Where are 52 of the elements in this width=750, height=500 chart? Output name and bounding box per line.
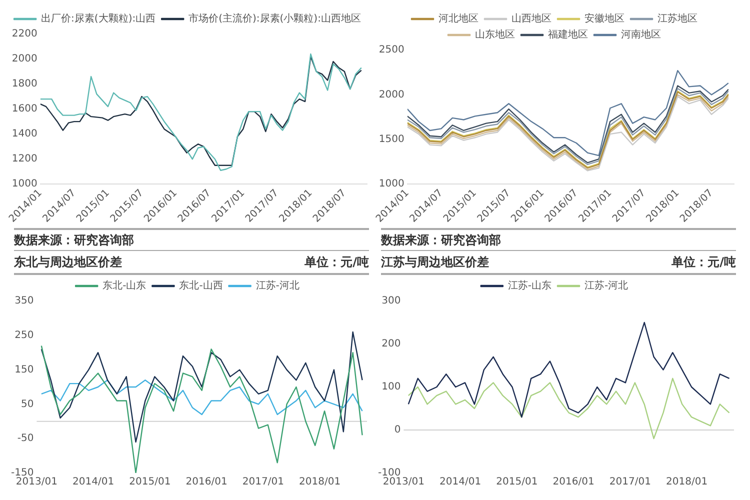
source-note: 数据来源：研究咨询部 xyxy=(14,228,369,250)
y-tick-label: 350 xyxy=(14,296,34,307)
y-tick-label: 50 xyxy=(20,398,34,410)
y-tick-label: 200 xyxy=(382,338,401,350)
x-tick-label: 2013/01 xyxy=(382,476,424,488)
chart-title: 江苏与周边地区价差 xyxy=(381,254,489,270)
x-tick-label: 2013/01 xyxy=(16,476,58,488)
y-tick-label: 100 xyxy=(382,382,401,393)
x-tick-label: 2016/01 xyxy=(552,476,594,488)
legend-label: 安徽地区 xyxy=(584,12,624,25)
x-tick-label: 2017/01 xyxy=(242,476,284,488)
y-tick-label: 1200 xyxy=(12,154,38,165)
x-tick-label: 2018/01 xyxy=(299,476,341,488)
chart-subtitle: 单位：元/吨 xyxy=(304,254,369,270)
legend-label: 出厂价:尿素(大颗粒):山西 xyxy=(41,12,156,25)
legend-label: 江苏-河北 xyxy=(584,280,628,292)
y-tick-label: 2500 xyxy=(378,44,404,56)
legend-label: 江苏-山东 xyxy=(508,280,552,292)
x-tick-label: 2018/01 xyxy=(666,476,708,488)
legend-label: 山东地区 xyxy=(475,28,515,41)
legend-label: 山西地区 xyxy=(512,12,552,25)
y-tick-label: 1000 xyxy=(378,178,404,190)
y-tick-label: 1800 xyxy=(12,78,38,90)
x-tick-label: 2015/01 xyxy=(129,476,171,488)
x-tick-label: 2016/01 xyxy=(186,476,228,488)
y-tick-label: 150 xyxy=(14,364,34,376)
legend-label: 江苏-河北 xyxy=(256,280,300,292)
source-note: 数据来源：研究咨询部 xyxy=(381,228,736,250)
y-tick-label: 1600 xyxy=(12,104,38,115)
y-tick-label: 300 xyxy=(382,296,401,307)
y-tick-label: 2000 xyxy=(12,54,38,65)
y-tick-label: 2000 xyxy=(378,89,404,100)
y-tick-label: 0 xyxy=(394,424,401,436)
legend-label: 河南地区 xyxy=(621,28,661,41)
legend-label: 福建地区 xyxy=(548,28,588,41)
x-tick-label: 2017/01 xyxy=(609,476,651,488)
y-tick-label: 1500 xyxy=(378,134,404,146)
legend-label: 江苏地区 xyxy=(658,12,698,25)
legend-label: 河北地区 xyxy=(438,12,478,25)
y-tick-label: 1400 xyxy=(12,128,38,140)
y-tick-label: 1000 xyxy=(12,178,38,190)
legend-label: 市场价(主流价):尿素(小颗粒):山西地区 xyxy=(188,12,361,25)
chart-subtitle: 单位：元/吨 xyxy=(672,254,736,270)
x-tick-label: 2014/01 xyxy=(72,476,114,488)
legend-label: 东北-山东 xyxy=(102,280,146,292)
chart-title: 东北与周边地区价差 xyxy=(14,254,122,270)
y-tick-label: 2200 xyxy=(12,28,38,40)
x-tick-label: 2014/01 xyxy=(440,476,482,488)
y-tick-label: 250 xyxy=(14,330,34,341)
y-tick-label: -50 xyxy=(17,433,34,444)
legend-label: 东北-山西 xyxy=(179,280,223,292)
x-tick-label: 2015/01 xyxy=(496,476,538,488)
